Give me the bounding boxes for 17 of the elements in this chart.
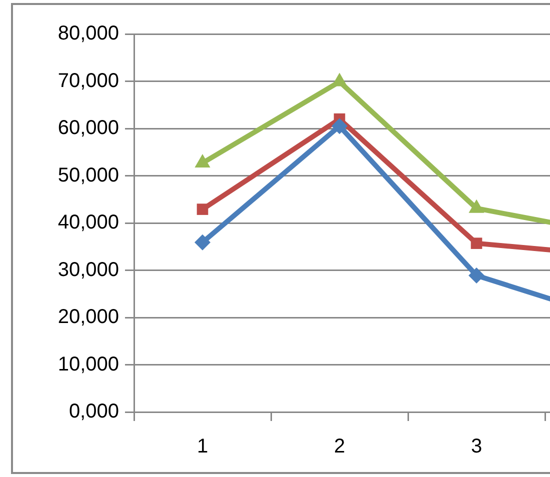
y-tick-label: 60,000 <box>58 117 119 140</box>
point <box>468 267 484 284</box>
x-tick-label: 1 <box>196 436 208 458</box>
point <box>332 118 348 134</box>
point <box>196 204 208 215</box>
point <box>470 238 482 249</box>
x-tick-label: 2 <box>334 436 346 458</box>
y-tick-label: 80,000 <box>58 22 119 45</box>
y-tick-label: 40,000 <box>58 212 119 234</box>
y-tick-label: 20,000 <box>58 306 119 328</box>
y-tick-label: 0,000 <box>68 400 119 423</box>
y-tick-label: 70,000 <box>58 70 119 92</box>
point <box>194 234 210 250</box>
y-tick-label: 10,000 <box>58 353 119 376</box>
y-tick-label: 50,000 <box>58 164 119 186</box>
y-tick-label: 30,000 <box>58 258 119 281</box>
x-tick-label: 3 <box>470 436 482 458</box>
